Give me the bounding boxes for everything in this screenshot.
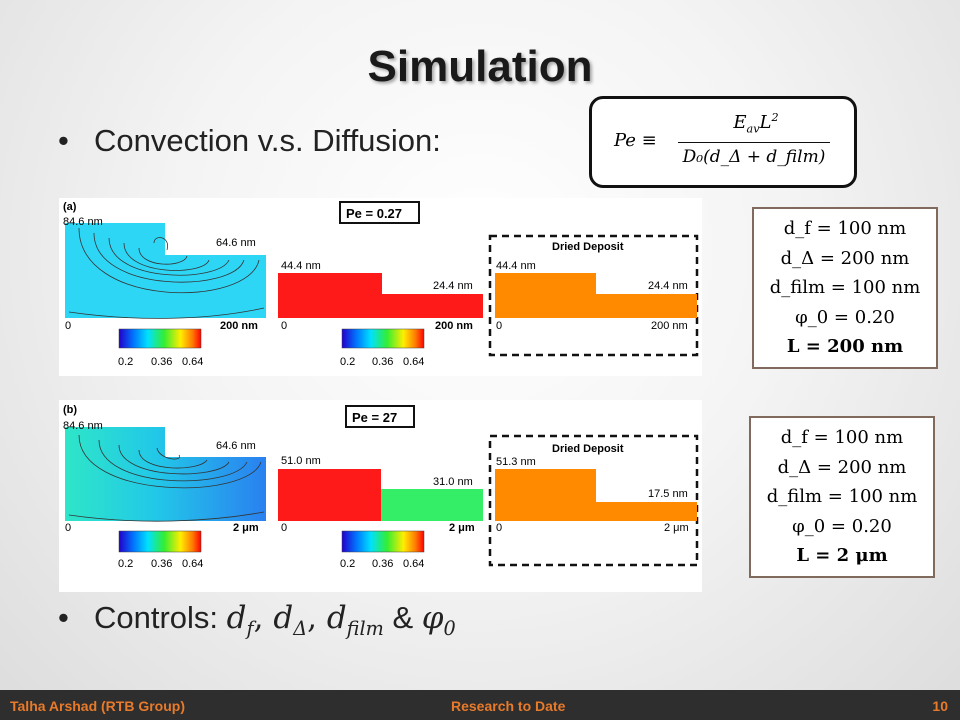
pe-label-box [345,405,415,428]
panel1-top-right: 64.6 nm [216,237,256,249]
pe-label: Pe = 27 [352,410,397,425]
panel3-end: 2 μm [664,522,689,534]
dried-deposit-title: Dried Deposit [552,443,624,455]
concentration-profile [278,273,483,318]
panel3-end: 200 nm [651,320,688,332]
panel3-left: 51.3 nm [496,456,536,468]
cbar1-tick: 0.36 [151,558,172,570]
colorbar-2 [341,530,425,553]
panel2-left: 51.0 nm [281,455,321,467]
footer-section: Research to Date [451,698,566,714]
figure-a: (a) 84.6 nm 64.6 nm 0 200 nm 0.2 0.36 0.… [59,198,702,376]
bullet-dot: • [58,600,69,635]
bullet-controls: • Controls: df, dΔ, dfilm & φ0 [58,600,456,640]
panel2-right: 31.0 nm [433,476,473,488]
dried-deposit-title: Dried Deposit [552,241,624,253]
panel3-right: 17.5 nm [648,488,688,500]
param-row: d_Δ = 200 nm [780,247,910,269]
bullet-convection: • Convection v.s. Diffusion: [58,123,441,159]
cbar2-tick: 0.2 [340,558,355,570]
panel2-origin: 0 [281,522,287,534]
pe-label-box [339,201,420,224]
param-row: d_film = 100 nm [769,277,921,298]
formula-lhs: Pe ≡ [614,130,657,151]
concentration-right [381,489,483,521]
param-row-length: L = 200 nm [786,336,904,357]
panel1-top-left: 84.6 nm [63,420,103,432]
bullet-text: Convection v.s. Diffusion: [94,123,441,158]
param-row-length: L = 2 μm [796,545,888,566]
cbar2-tick: 0.36 [372,558,393,570]
formula-numerator: EavL2 [733,111,779,136]
cbar2-tick: 0.36 [372,356,393,368]
cbar1-tick: 0.64 [182,356,203,368]
fluid-domain [65,223,266,318]
panel3-left: 44.4 nm [496,260,536,272]
colorbar-1 [118,328,202,349]
panel3-origin: 0 [496,522,502,534]
panel1-origin: 0 [65,522,71,534]
panel2-end: 2 μm [449,522,475,534]
bullet-text: Controls: [94,600,227,635]
parameters-box-b: d_f = 100 nm d_Δ = 200 nm d_film = 100 n… [749,416,935,578]
param-row: φ_0 = 0.20 [795,306,895,328]
cbar2-tick: 0.64 [403,356,424,368]
cbar1-tick: 0.36 [151,356,172,368]
colorbar-2 [341,328,425,349]
figure-label: (a) [63,201,77,213]
concentration-left [278,469,381,521]
param-row: φ_0 = 0.20 [792,515,892,537]
param-row: d_f = 100 nm [783,218,907,239]
cbar1-tick: 0.64 [182,558,203,570]
panel2-origin: 0 [281,320,287,332]
slide-title: Simulation [367,42,593,91]
panel3-right: 24.4 nm [648,280,688,292]
panel2-end: 200 nm [435,320,473,332]
cbar1-tick: 0.2 [118,356,133,368]
panel2-left: 44.4 nm [281,260,321,272]
figure-b: (b) 84.6 nm 64.6 nm 0 2 μm 0.2 0.36 0.64… [59,400,702,592]
controls-math: df, dΔ, dfilm & φ0 [226,600,456,641]
bullet-dot: • [58,123,69,158]
streamlines [68,227,265,319]
colorbar-1 [118,530,202,553]
param-row: d_film = 100 nm [766,486,918,507]
panel1-end: 2 μm [233,522,259,534]
panel1-top-right: 64.6 nm [216,440,256,452]
dried-deposit-profile [495,469,697,521]
cbar2-tick: 0.2 [340,356,355,368]
panel1-end: 200 nm [220,320,258,332]
parameters-box-a: d_f = 100 nm d_Δ = 200 nm d_film = 100 n… [752,207,938,369]
dried-deposit-profile [495,273,697,318]
figure-a-plot: (a) 84.6 nm 64.6 nm 0 200 nm 0.2 0.36 0.… [63,201,699,368]
figure-b-plot: (b) 84.6 nm 64.6 nm 0 2 μm 0.2 0.36 0.64… [63,404,699,570]
page-number: 10 [932,698,948,714]
cbar1-tick: 0.2 [118,558,133,570]
panel1-origin: 0 [65,320,71,332]
slide-footer: Talha Arshad (RTB Group) Research to Dat… [0,690,960,720]
formula-denominator: D₀(d_Δ + d_film) [682,147,826,167]
footer-author: Talha Arshad (RTB Group) [10,698,185,714]
param-row: d_Δ = 200 nm [777,456,907,478]
pe-label: Pe = 0.27 [346,206,402,221]
panel2-right: 24.4 nm [433,280,473,292]
panel1-top-left: 84.6 nm [63,216,103,228]
peclet-formula-box: Pe ≡ EavL2 D₀(d_Δ + d_film) [589,96,857,188]
cbar2-tick: 0.64 [403,558,424,570]
fluid-domain [65,427,266,521]
param-row: d_f = 100 nm [780,427,904,448]
panel3-origin: 0 [496,320,502,332]
formula-fraction-bar [678,142,830,143]
figure-label: (b) [63,404,77,416]
